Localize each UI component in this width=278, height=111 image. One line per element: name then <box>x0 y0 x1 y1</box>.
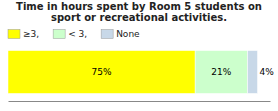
legend-swatch <box>8 30 20 39</box>
legend-label: < 3, <box>68 29 87 39</box>
legend: ≥3, < 3, None <box>8 29 140 39</box>
legend-swatch <box>53 30 65 39</box>
title-line: Time in hours spent by Room 5 students o… <box>16 1 262 12</box>
legend-label: None <box>116 29 140 39</box>
legend-item: < 3, <box>53 29 87 39</box>
data-label: 4% <box>260 67 275 77</box>
legend-label: ≥3, <box>23 29 39 39</box>
x-axis <box>9 101 271 102</box>
data-label: 75% <box>92 67 112 77</box>
bar-segment <box>195 51 247 94</box>
data-labels: 75% 21% 4% <box>92 67 275 77</box>
data-label: 21% <box>211 67 231 77</box>
x-axis-line <box>9 101 271 102</box>
title-line: sport or recreational activities. <box>51 12 227 23</box>
bar-segment <box>248 51 258 94</box>
legend-item: ≥3, <box>8 29 39 39</box>
legend-item: None <box>101 29 140 39</box>
bar-segment <box>8 51 195 94</box>
bars <box>8 51 258 94</box>
legend-swatch <box>101 30 113 39</box>
chart: Time in hours spent by Room 5 students o… <box>0 0 278 111</box>
title: Time in hours spent by Room 5 students o… <box>16 1 262 23</box>
